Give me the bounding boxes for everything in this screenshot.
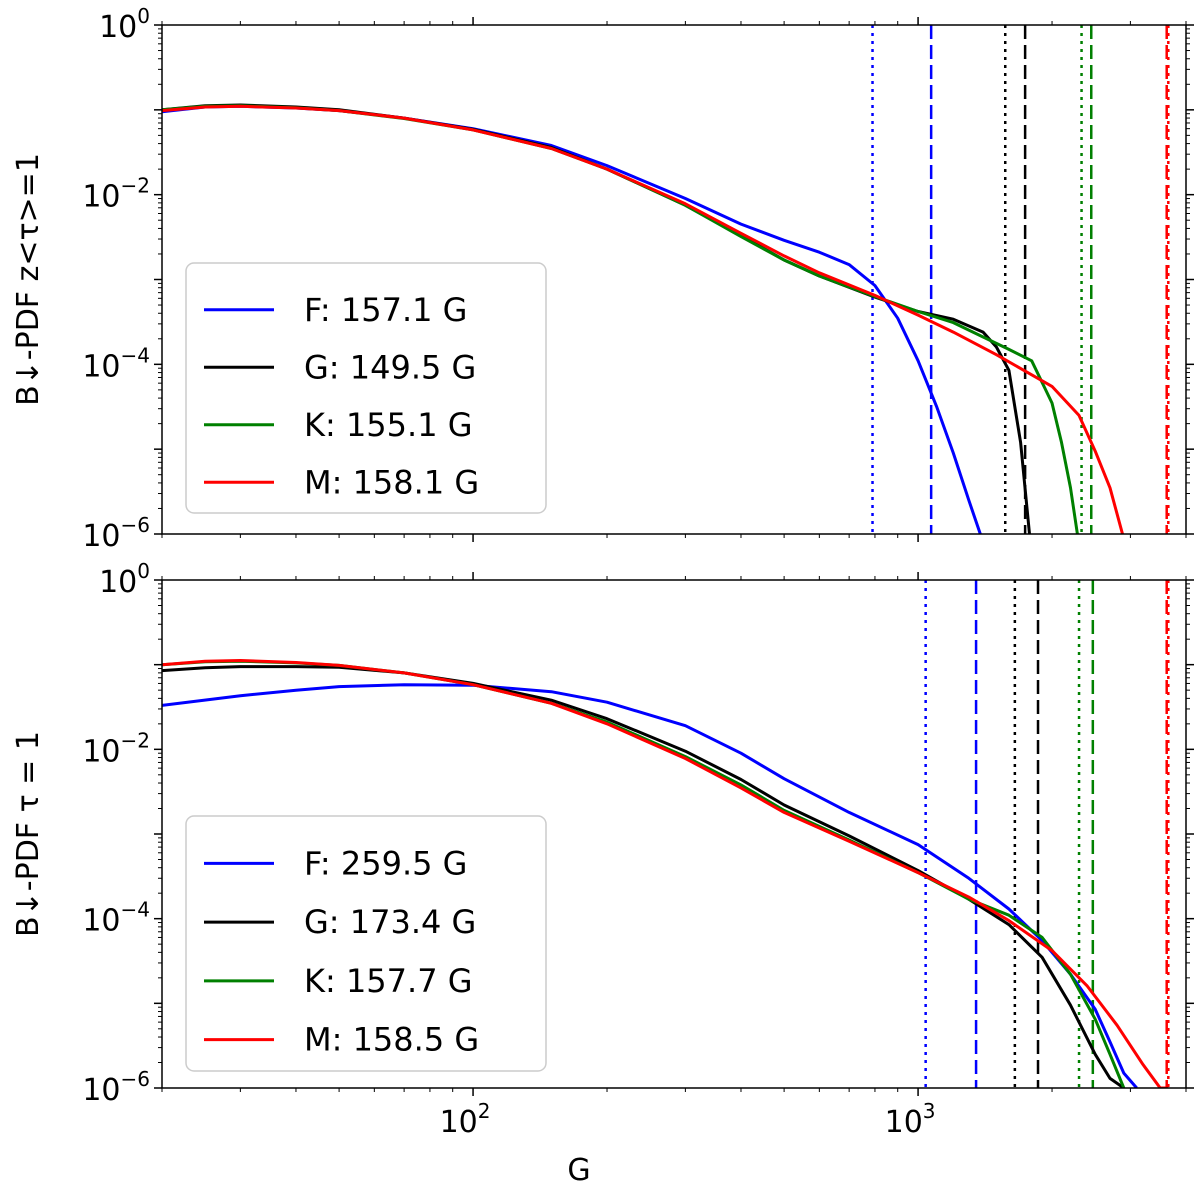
legend-label: M: 158.1 G: [304, 463, 479, 501]
legend: F: 259.5 G G: 173.4 G K: 157.7 G M: 158.5 G: [185, 815, 547, 1072]
series-line-0: [162, 683, 1138, 1088]
x-tick-label: 103: [885, 1099, 936, 1140]
plot-area: [162, 580, 1170, 1088]
y-tick-label: 10−6: [82, 1067, 150, 1108]
y-tick-label: 10−2: [82, 728, 150, 769]
legend: F: 157.1 G G: 149.5 G K: 155.1 G M: 158.1 G: [185, 262, 547, 514]
series-line-1: [162, 665, 1125, 1088]
y-axis-label: B↓-PDF τ = 1: [11, 731, 46, 937]
y-tick-label: 100: [99, 4, 150, 45]
legend-label: K: 155.1 G: [304, 406, 473, 444]
x-axis-label: G: [567, 1153, 590, 1188]
plot-area: [162, 25, 1170, 534]
legend-label: G: 173.4 G: [304, 903, 476, 941]
legend-label: F: 157.1 G: [304, 291, 467, 329]
top-panel: 100 10−2 10−4 10−6 B↓-PDF z<τ>=1 F: 157.1 G G:…: [11, 4, 1194, 554]
y-tick-label: 10−4: [82, 343, 150, 384]
legend-label: F: 259.5 G: [304, 844, 467, 882]
legend-box: [185, 262, 547, 514]
y-tick-label: 100: [99, 559, 150, 600]
series-line-3: [162, 104, 1124, 534]
legend-label: M: 158.5 G: [304, 1021, 479, 1059]
legend-label: K: 157.7 G: [304, 962, 473, 1000]
y-tick-label: 10−4: [82, 898, 150, 939]
y-tick-label: 10−2: [82, 174, 150, 215]
legend-box: [185, 815, 547, 1072]
x-tick-label: 102: [440, 1099, 491, 1140]
series-line-3: [162, 659, 1169, 1088]
legend-label: G: 149.5 G: [304, 348, 476, 386]
y-tick-label: 10−6: [82, 513, 150, 554]
bottom-panel: 100 10−2 10−4 10−6 102 103 G B↓-PDF τ = 1 F: 259…: [11, 559, 1194, 1188]
y-axis-label: B↓-PDF z<τ>=1: [11, 153, 46, 406]
